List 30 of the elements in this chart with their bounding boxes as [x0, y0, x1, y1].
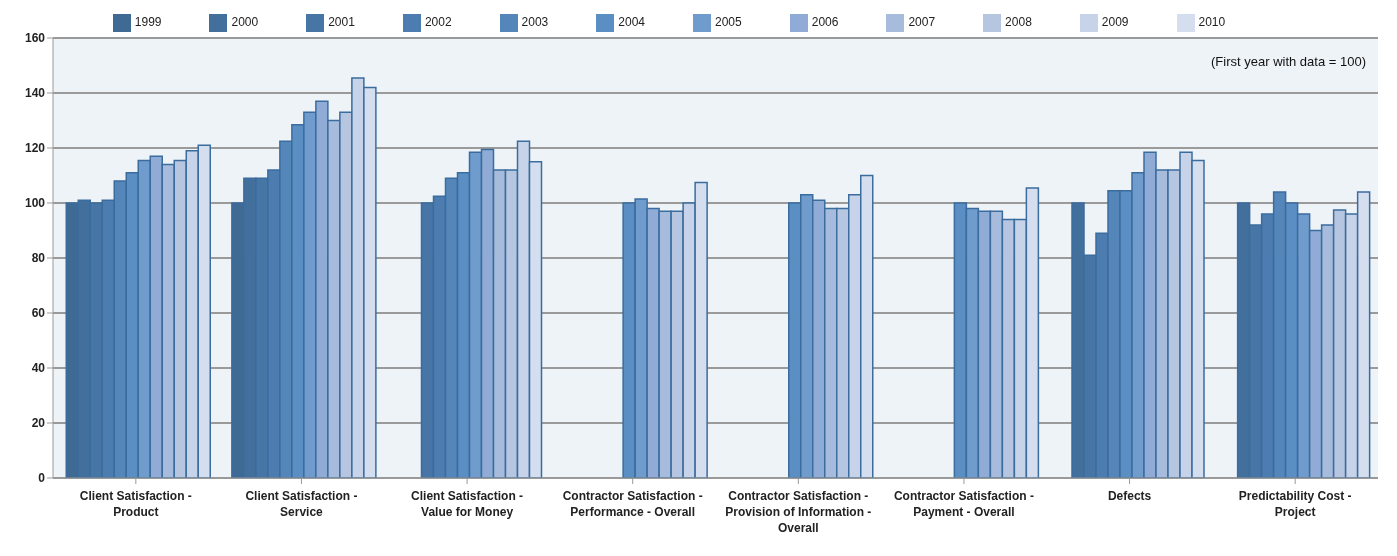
y-tick-label: 20: [31, 416, 46, 431]
legend-label: 2004: [618, 15, 645, 30]
legend-label: 2002: [424, 15, 452, 30]
y-tick-label: 140: [24, 86, 46, 101]
legend-label: 2009: [1101, 15, 1129, 30]
y-tick-label: 40: [31, 361, 46, 376]
legend-label: 2007: [908, 15, 936, 30]
legend-label: 2010: [1198, 15, 1226, 30]
y-tick-label: 120: [24, 141, 46, 156]
y-tick-label: 60: [31, 306, 46, 321]
y-tick-label: 0: [38, 471, 46, 486]
x-tick-label: Predictability Cost - Project: [1238, 489, 1352, 519]
legend-label: 1999: [134, 15, 162, 30]
legend-label: 2006: [811, 15, 839, 30]
y-tick-label: 160: [24, 31, 46, 46]
x-tick-label: Client Satisfaction - Service: [245, 489, 358, 519]
legend-label: 2005: [715, 15, 742, 30]
annotation: (First year with data = 100): [1211, 54, 1366, 69]
legend-label: 2008: [1005, 15, 1032, 30]
y-tick-label: 80: [31, 251, 46, 266]
legend-label: 2003: [521, 15, 549, 30]
legend-label: 2000: [231, 15, 259, 30]
x-tick-label: Client Satisfaction - Product: [79, 489, 192, 519]
x-tick-label: Contractor Satisfaction - Provision of Information - Overall: [725, 489, 872, 535]
x-tick-label: Contractor Satisfaction - Performance - Overall: [562, 489, 703, 519]
y-tick-label: 100: [24, 196, 46, 211]
x-tick-label: Client Satisfaction - Value for Money: [411, 489, 524, 519]
x-tick-label: Defects: [1107, 489, 1152, 503]
x-tick-label: Contractor Satisfaction - Payment - Overall: [893, 489, 1034, 519]
legend-label: 2001: [328, 15, 355, 30]
